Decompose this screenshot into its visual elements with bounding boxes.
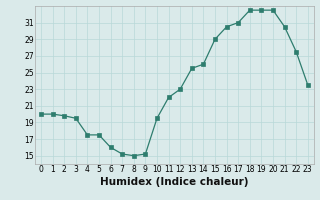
X-axis label: Humidex (Indice chaleur): Humidex (Indice chaleur) bbox=[100, 177, 249, 187]
